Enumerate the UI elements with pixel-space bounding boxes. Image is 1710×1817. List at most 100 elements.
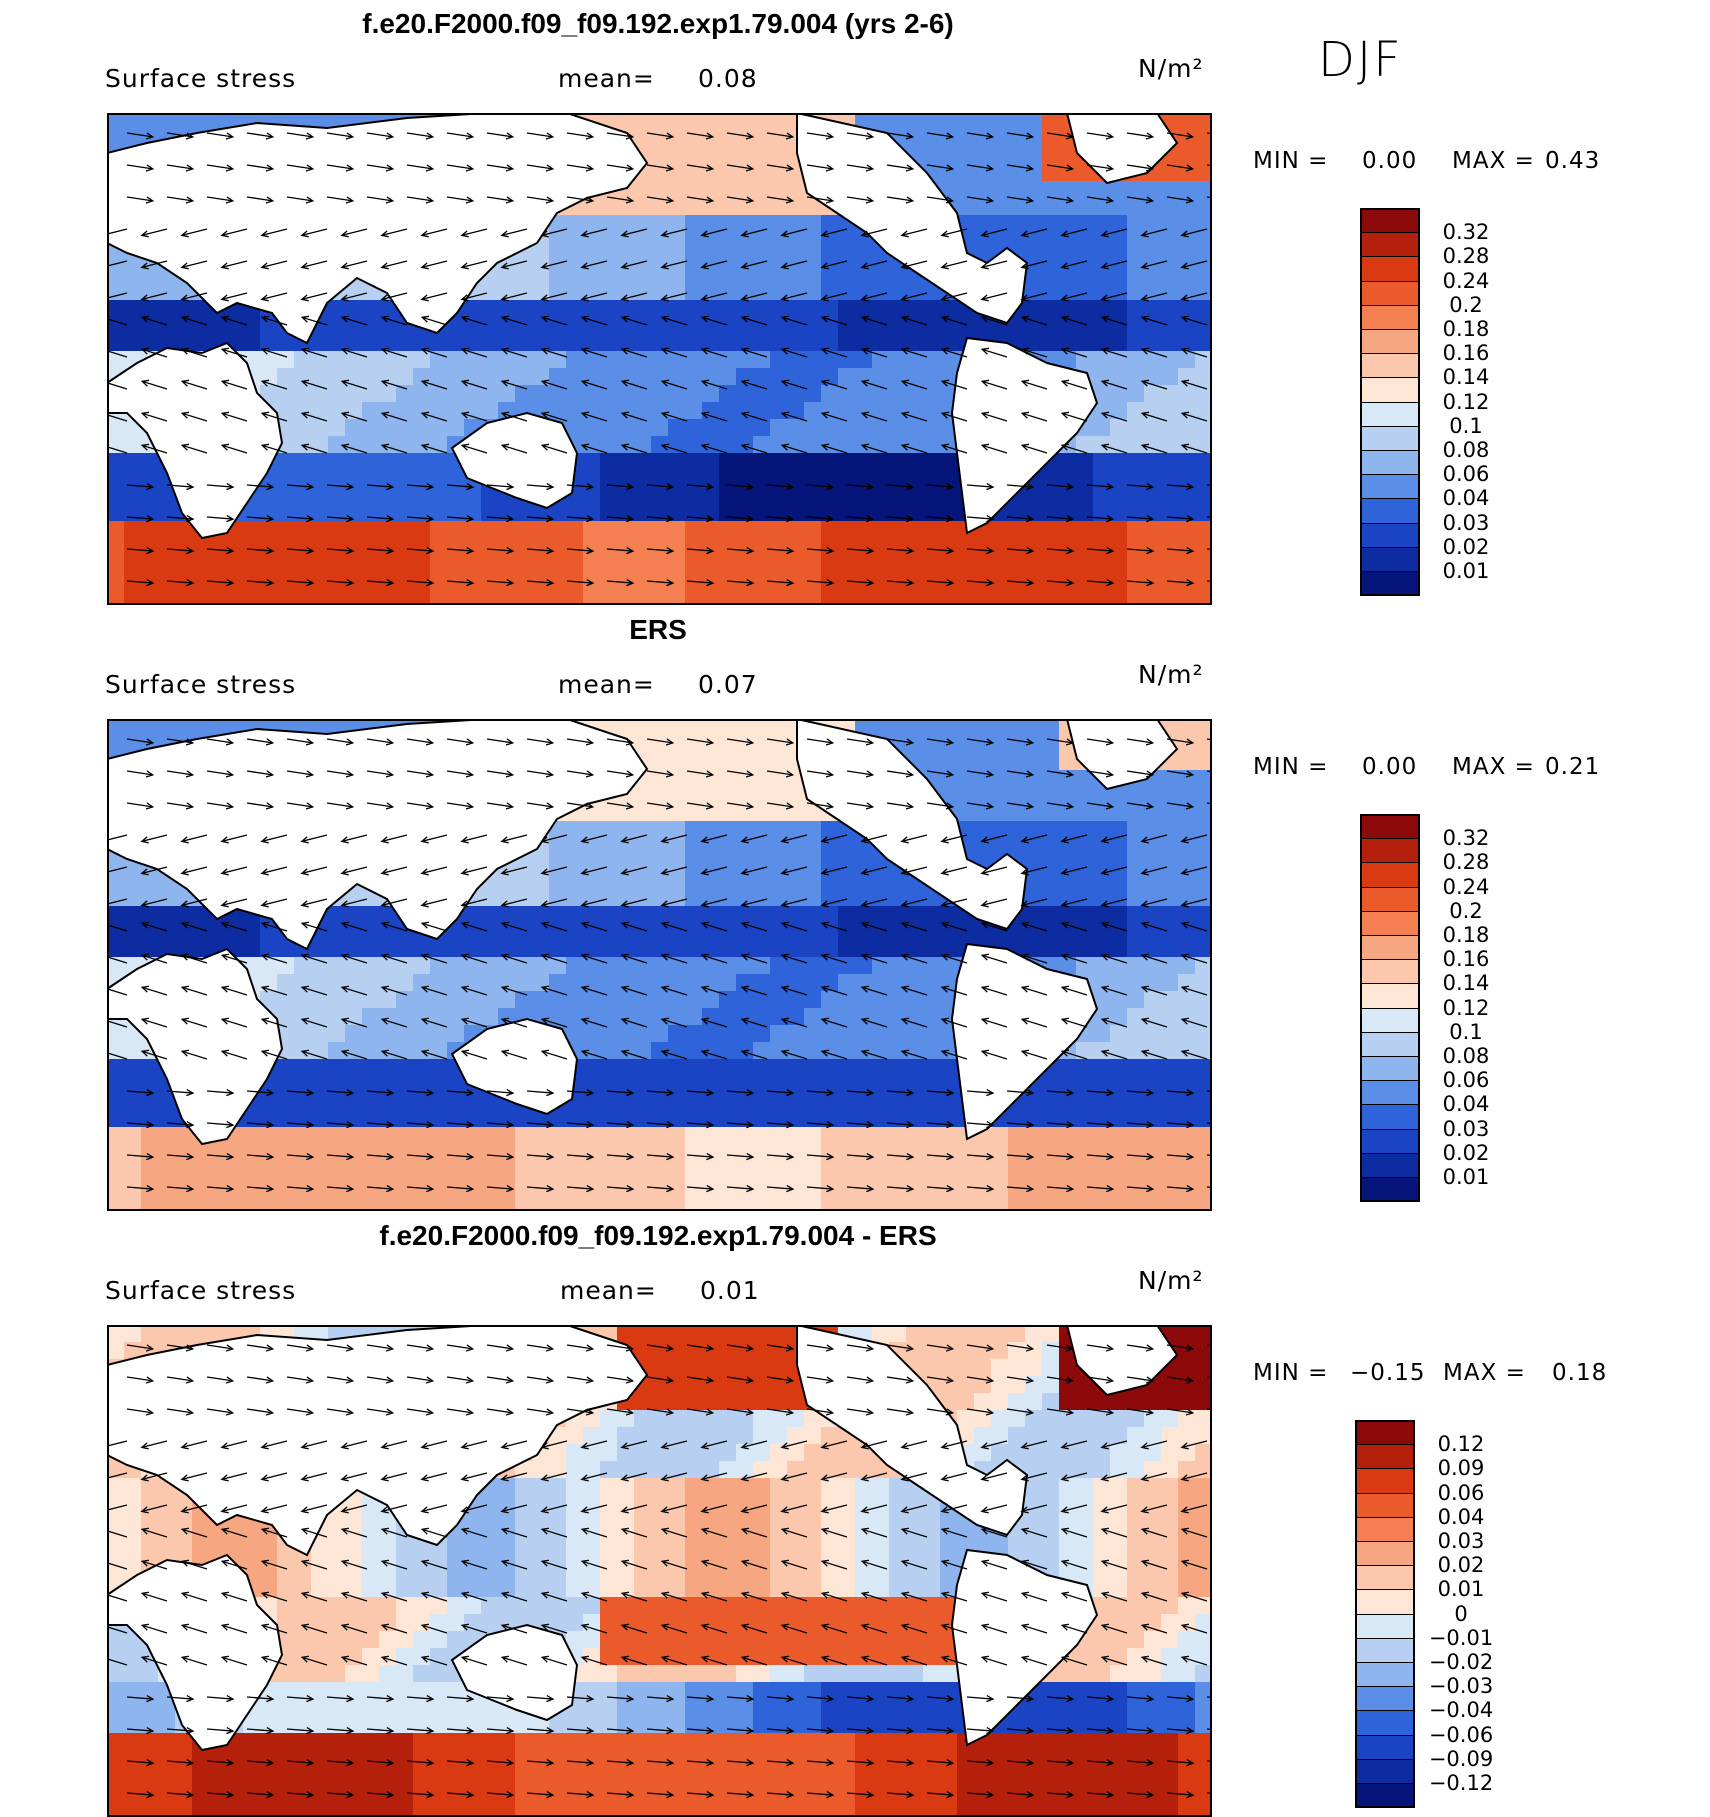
field-cell bbox=[651, 300, 669, 318]
field-cell bbox=[413, 385, 431, 403]
field-cell bbox=[923, 1093, 941, 1111]
field-cell bbox=[345, 572, 363, 590]
field-cell bbox=[192, 1195, 210, 1211]
field-cell bbox=[1195, 1025, 1212, 1043]
field-cell bbox=[1161, 249, 1179, 267]
field-cell bbox=[617, 385, 635, 403]
field-cell bbox=[634, 589, 652, 605]
field-cell bbox=[668, 453, 686, 471]
field-cell bbox=[923, 317, 941, 335]
field-cell bbox=[1195, 113, 1212, 131]
field-cell bbox=[906, 1059, 924, 1077]
field-cell bbox=[719, 923, 737, 941]
panel-3-units: N/m² bbox=[1138, 1266, 1204, 1295]
field-cell bbox=[651, 1195, 669, 1211]
panel-2-max-value: 0.21 bbox=[1545, 754, 1600, 780]
field-cell bbox=[107, 504, 125, 522]
field-cell bbox=[294, 453, 312, 471]
field-cell bbox=[107, 1342, 125, 1360]
field-cell bbox=[668, 334, 686, 352]
field-cell bbox=[787, 1093, 805, 1111]
field-cell bbox=[1144, 1178, 1162, 1196]
field-cell bbox=[141, 872, 159, 890]
colorbar-tick-label: 0.03 bbox=[1443, 511, 1490, 535]
field-cell bbox=[651, 787, 669, 805]
field-cell bbox=[1076, 232, 1094, 250]
field-cell bbox=[464, 572, 482, 590]
field-cell bbox=[1008, 804, 1026, 822]
field-cell bbox=[515, 589, 533, 605]
field-cell bbox=[855, 453, 873, 471]
field-cell bbox=[702, 130, 720, 148]
field-cell bbox=[413, 351, 431, 369]
field-cell bbox=[991, 1144, 1009, 1162]
field-cell bbox=[328, 555, 346, 573]
field-cell bbox=[583, 1161, 601, 1179]
field-cell bbox=[753, 555, 771, 573]
field-cell bbox=[651, 1144, 669, 1162]
field-cell bbox=[974, 1161, 992, 1179]
field-cell bbox=[617, 419, 635, 437]
colorbar-swatch bbox=[1360, 305, 1420, 330]
field-cell bbox=[481, 538, 499, 556]
field-cell bbox=[1161, 589, 1179, 605]
field-cell bbox=[447, 538, 465, 556]
field-cell bbox=[838, 249, 856, 267]
field-cell bbox=[481, 589, 499, 605]
field-cell bbox=[787, 974, 805, 992]
field-cell bbox=[1059, 521, 1077, 539]
field-cell bbox=[821, 1008, 839, 1026]
field-cell bbox=[736, 249, 754, 267]
colorbar-tick-label: 0.28 bbox=[1443, 850, 1490, 874]
field-cell bbox=[260, 1093, 278, 1111]
field-cell bbox=[1110, 889, 1128, 907]
field-cell bbox=[328, 402, 346, 420]
field-cell bbox=[515, 889, 533, 907]
field-cell bbox=[515, 923, 533, 941]
field-cell bbox=[277, 1059, 295, 1077]
field-cell bbox=[923, 147, 941, 165]
colorbar-swatch bbox=[1360, 547, 1420, 572]
colorbar-tick-label: 0.18 bbox=[1443, 923, 1490, 947]
field-cell bbox=[1161, 504, 1179, 522]
panel-2-mean-value: 0.07 bbox=[698, 670, 758, 699]
field-cell bbox=[940, 300, 958, 318]
field-cell bbox=[362, 351, 380, 369]
colorbar-swatch bbox=[1360, 1129, 1420, 1154]
field-cell bbox=[311, 991, 329, 1009]
field-cell bbox=[838, 283, 856, 301]
field-cell bbox=[804, 385, 822, 403]
field-cell bbox=[736, 300, 754, 318]
field-cell bbox=[311, 368, 329, 386]
field-cell bbox=[600, 1093, 618, 1111]
field-cell bbox=[753, 974, 771, 992]
field-cell bbox=[957, 1144, 975, 1162]
field-cell bbox=[855, 906, 873, 924]
field-cell bbox=[566, 300, 584, 318]
field-cell bbox=[430, 572, 448, 590]
field-cell bbox=[753, 589, 771, 605]
field-cell bbox=[396, 453, 414, 471]
field-cell bbox=[107, 334, 125, 352]
field-cell bbox=[651, 130, 669, 148]
field-cell bbox=[923, 1110, 941, 1128]
field-cell bbox=[277, 974, 295, 992]
field-cell bbox=[396, 1093, 414, 1111]
field-cell bbox=[1110, 1144, 1128, 1162]
field-cell bbox=[821, 300, 839, 318]
field-cell bbox=[957, 1195, 975, 1211]
field-cell bbox=[430, 1178, 448, 1196]
colorbar-swatch bbox=[1360, 1177, 1420, 1202]
field-cell bbox=[719, 555, 737, 573]
field-cell bbox=[855, 589, 873, 605]
field-cell bbox=[328, 1008, 346, 1026]
field-cell bbox=[1195, 923, 1212, 941]
field-cell bbox=[362, 538, 380, 556]
panel-1-mean-value: 0.08 bbox=[698, 64, 758, 93]
field-cell bbox=[311, 572, 329, 590]
field-cell bbox=[107, 872, 125, 890]
field-cell bbox=[1127, 991, 1145, 1009]
field-cell bbox=[158, 1110, 176, 1128]
field-cell bbox=[991, 1161, 1009, 1179]
field-cell bbox=[243, 521, 261, 539]
